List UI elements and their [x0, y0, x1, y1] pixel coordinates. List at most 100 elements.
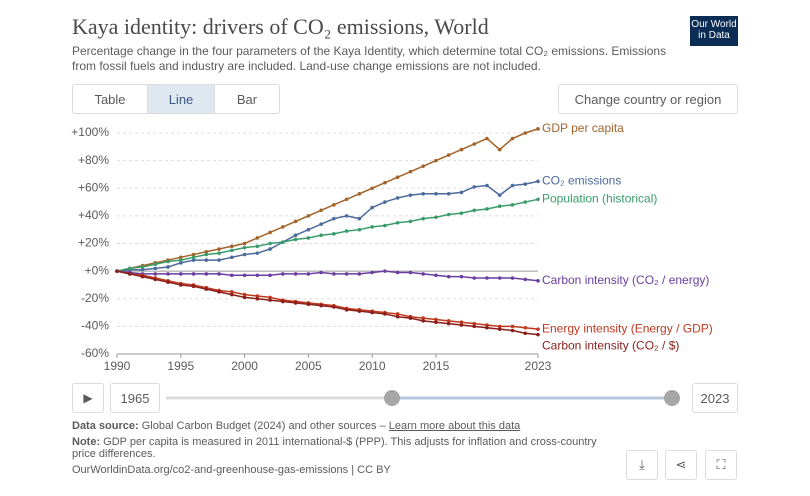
x-tick-label: 2023 [525, 359, 552, 373]
point [293, 272, 298, 276]
share-button[interactable]: ⋖ [665, 450, 697, 480]
point [510, 183, 515, 188]
point [242, 241, 247, 246]
point [472, 208, 477, 213]
point [306, 214, 311, 218]
point [485, 136, 489, 141]
point [536, 127, 540, 131]
point [344, 308, 349, 312]
y-tick-label: -40% [81, 319, 109, 333]
point [408, 316, 413, 320]
point [255, 244, 260, 249]
point [459, 190, 464, 195]
point [408, 270, 413, 275]
point [153, 262, 158, 267]
point [344, 214, 349, 218]
logo[interactable]: Our World in Data [690, 16, 738, 46]
tab-table[interactable]: Table [72, 84, 148, 114]
point [242, 252, 247, 257]
point [332, 203, 336, 207]
point [370, 270, 374, 275]
point [293, 219, 298, 224]
point [459, 320, 464, 325]
point [332, 272, 336, 276]
point [319, 208, 323, 213]
source-label: Data source: [72, 420, 139, 432]
point [281, 225, 285, 229]
point [204, 258, 209, 262]
tab-bar[interactable]: Bar [214, 84, 280, 114]
legend-label: GDP per capita [542, 121, 624, 135]
point [485, 323, 489, 327]
point [217, 290, 221, 294]
timeline-handle [384, 390, 400, 406]
point [140, 274, 145, 279]
legend-label: Population (historical) [542, 191, 657, 205]
point [319, 222, 323, 226]
point [293, 237, 298, 242]
point [178, 261, 183, 265]
point [255, 236, 260, 240]
point [408, 193, 413, 197]
point [268, 295, 272, 300]
point [370, 225, 374, 229]
series-line [116, 128, 539, 272]
series-line [116, 180, 539, 272]
point [281, 299, 285, 304]
timeline-end[interactable]: 2023 [692, 383, 738, 413]
point [166, 265, 170, 269]
point [166, 272, 170, 276]
point [421, 191, 425, 196]
point [446, 212, 451, 217]
point [178, 255, 183, 260]
point [191, 284, 196, 289]
point [395, 175, 400, 179]
learn-more-link[interactable]: Learn more about this data [388, 420, 521, 432]
point [459, 274, 464, 279]
point [357, 191, 362, 196]
url[interactable]: OurWorldinData.org/co2-and-greenhouse-ga… [72, 464, 391, 476]
point [395, 314, 400, 319]
point [446, 191, 451, 196]
point [536, 197, 540, 202]
point [497, 193, 502, 197]
point [434, 158, 438, 163]
x-tick-label: 2005 [295, 359, 322, 373]
point [242, 295, 247, 300]
point [357, 272, 362, 276]
timeline-start[interactable]: 1965 [110, 383, 160, 413]
point [510, 203, 515, 207]
point [140, 267, 145, 272]
x-tick-label: 2010 [359, 359, 386, 373]
point [395, 312, 400, 316]
point [178, 272, 183, 276]
chart-title: Kaya identity: drivers of CO₂ emissions,… [72, 14, 489, 39]
legend-label: Energy intensity (Energy / GDP) [542, 321, 713, 335]
point [306, 227, 311, 232]
point [268, 230, 272, 235]
y-tick-label: +80% [78, 153, 109, 167]
point [395, 196, 400, 200]
point [255, 273, 260, 278]
point [344, 197, 349, 202]
point [383, 269, 387, 273]
point [510, 276, 515, 280]
point [230, 273, 234, 278]
point [523, 131, 528, 135]
point [523, 325, 528, 330]
tab-line[interactable]: Line [147, 84, 215, 114]
download-button[interactable]: ⤓ [626, 450, 658, 480]
play-button[interactable]: ▶ [72, 383, 104, 413]
point [472, 142, 477, 146]
point [357, 227, 362, 232]
point [127, 272, 132, 276]
point [421, 164, 425, 168]
point [204, 252, 209, 257]
point [446, 153, 451, 157]
point [370, 205, 374, 210]
point [485, 325, 489, 330]
change-country-button[interactable]: Change country or region [558, 84, 738, 114]
point [153, 277, 158, 282]
fullscreen-button[interactable]: ⛶ [705, 450, 737, 480]
